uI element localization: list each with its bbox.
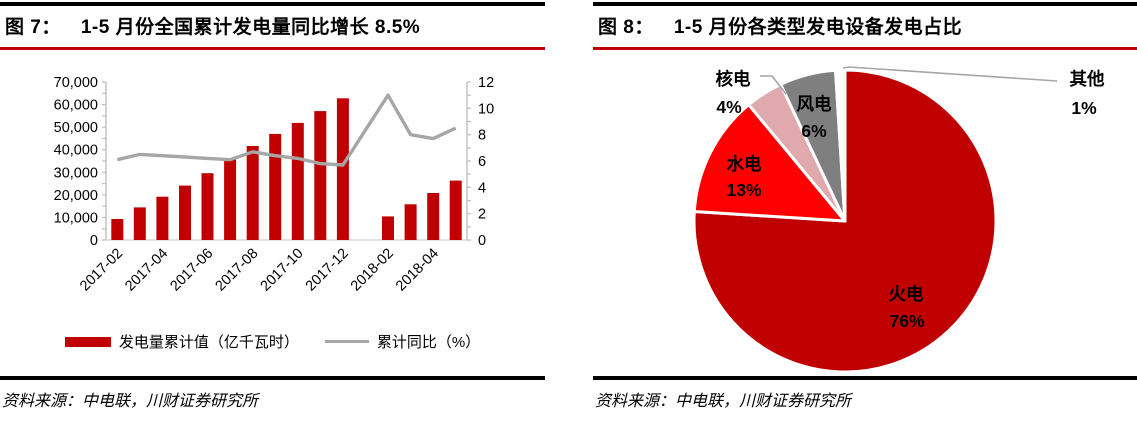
bar bbox=[291, 122, 304, 240]
bar bbox=[201, 173, 214, 240]
nuclear-leader-line bbox=[760, 75, 787, 95]
left-axis-tick-label: 10,000 bbox=[54, 210, 98, 226]
fig7-title-text: 1-5 月份全国累计发电量同比增长 8.5% bbox=[80, 17, 421, 38]
title-underline bbox=[593, 47, 1137, 50]
right-axis-tick-label: 4 bbox=[478, 180, 486, 196]
pie-pct-hydro: 13% bbox=[726, 180, 761, 200]
bar bbox=[404, 204, 417, 240]
bar bbox=[382, 216, 394, 240]
bar bbox=[224, 159, 237, 240]
x-axis-tick-label: 2017-10 bbox=[258, 246, 307, 295]
fig7-source: 资料来源：中电联，川财证券研究所 bbox=[2, 391, 259, 410]
yoy-line bbox=[116, 93, 457, 167]
legend-item-bars: 发电量累计值（亿千瓦时） bbox=[64, 331, 299, 352]
bottom-rule bbox=[593, 376, 1137, 380]
legend-item-line: 累计同比（%） bbox=[324, 331, 481, 352]
right-axis-tick-label: 12 bbox=[478, 75, 494, 91]
left-axis-tick-label: 40,000 bbox=[54, 143, 98, 159]
x-axis-tick-label: 2018-04 bbox=[393, 246, 442, 295]
figure8-panel: 图 8： 1-5 月份各类型发电设备发电占比 核电 4% 风电 6% 水电 13… bbox=[593, 0, 1137, 421]
x-axis-tick-label: 2017-12 bbox=[303, 246, 352, 295]
pie-slice-thermal bbox=[692, 68, 998, 374]
bar-series-label: 发电量累计值（亿千瓦时） bbox=[118, 334, 299, 351]
line-series-swatch bbox=[324, 340, 369, 343]
x-axis-tick-label: 2017-08 bbox=[213, 246, 262, 295]
fig8-title: 图 8： 1-5 月份各类型发电设备发电占比 bbox=[598, 12, 1137, 39]
bar bbox=[111, 219, 124, 240]
right-axis-tick-label: 2 bbox=[478, 207, 486, 223]
bar bbox=[427, 193, 440, 240]
pie-pct-thermal: 76% bbox=[889, 311, 924, 331]
bottom-rule bbox=[0, 376, 545, 380]
right-axis-tick-label: 6 bbox=[478, 154, 486, 170]
pie-pct-wind: 6% bbox=[801, 121, 827, 141]
pie-slice-hydro bbox=[692, 103, 847, 223]
left-axis-tick-label: 70,000 bbox=[54, 75, 98, 91]
pie-pct-nuclear: 4% bbox=[716, 97, 742, 117]
figure7-panel: 图 7： 1-5 月份全国累计发电量同比增长 8.5% 70,000 60,000… bbox=[0, 0, 545, 421]
bar bbox=[449, 180, 462, 240]
left-axis-tick-label: 30,000 bbox=[54, 165, 98, 181]
pie-pct-other: 1% bbox=[1071, 98, 1097, 118]
fig7-title: 图 7： 1-5 月份全国累计发电量同比增长 8.5% bbox=[5, 12, 545, 39]
x-axis-tick-label: 2017-02 bbox=[77, 246, 126, 295]
left-axis-tick-label: 60,000 bbox=[54, 98, 98, 114]
fig8-source: 资料来源：中电联，川财证券研究所 bbox=[595, 391, 852, 410]
line-series-label: 累计同比（%） bbox=[376, 334, 481, 351]
top-rule bbox=[593, 2, 1137, 6]
pie-label-other: 其他 bbox=[1070, 69, 1106, 89]
right-axis-tick-label: 8 bbox=[478, 128, 486, 144]
fig7-legend: 发电量累计值（亿千瓦时） 累计同比（%） bbox=[0, 331, 545, 352]
x-axis-tick-label: 2017-04 bbox=[122, 246, 171, 295]
generation-bar-line-chart: 70,000 60,000 50,000 40,000 30,000 20,000 10,0… bbox=[54, 75, 495, 295]
pie-slice-other bbox=[834, 68, 847, 223]
bar bbox=[269, 133, 282, 240]
top-rule bbox=[0, 2, 545, 6]
bar bbox=[246, 146, 259, 240]
bar bbox=[133, 207, 146, 240]
title-underline bbox=[0, 47, 545, 50]
other-leader-line bbox=[842, 66, 1058, 82]
left-axis-tick-label: 20,000 bbox=[54, 188, 98, 204]
fig8-title-text: 1-5 月份各类型发电设备发电占比 bbox=[673, 17, 963, 38]
bar bbox=[314, 111, 327, 240]
bar bbox=[179, 185, 191, 240]
x-axis-tick-label: 2017-06 bbox=[167, 246, 216, 295]
x-axis-tick-label: 2018-02 bbox=[348, 246, 397, 295]
bar bbox=[156, 196, 169, 240]
left-axis-tick-label: 0 bbox=[90, 233, 98, 249]
pie-label-hydro: 水电 bbox=[727, 154, 762, 174]
right-axis-tick-label: 10 bbox=[478, 101, 494, 117]
left-axis-tick-label: 50,000 bbox=[54, 120, 98, 136]
bar-series-swatch bbox=[64, 336, 111, 347]
bar bbox=[336, 98, 349, 240]
pie-label-wind: 风电 bbox=[797, 94, 832, 114]
pie-label-nuclear: 核电 bbox=[716, 69, 751, 89]
generation-mix-pie-chart: 核电 4% 风电 6% 水电 13% 火电 76% 其他 1% bbox=[692, 66, 1106, 374]
fig7-title-label: 图 7： bbox=[5, 17, 61, 38]
right-axis-tick-label: 0 bbox=[478, 233, 486, 249]
fig8-title-label: 图 8： bbox=[598, 17, 654, 38]
pie-label-thermal: 火电 bbox=[889, 284, 924, 304]
